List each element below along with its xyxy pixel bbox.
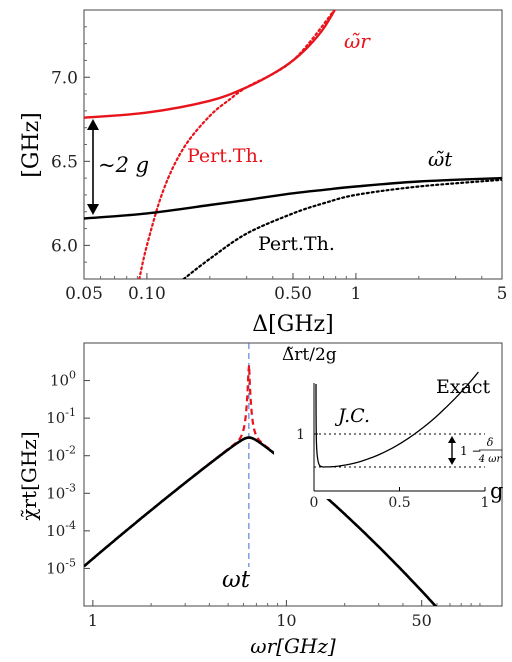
bottom-y-tick-label: 10-4 [46,519,76,540]
top-chart: 0.05 0.10 0.50 1 5 6.0 6.5 7.0 ~2 g ω̃r ω̃t Per… [19,9,508,337]
inset-x-tick-label: 0 [310,495,319,511]
top-series-3-line [182,178,502,279]
gap-arrow [87,119,99,215]
bottom-y-tick-label: 10-5 [46,556,76,577]
bottom-x-tick-label: 50 [412,611,432,630]
inset-y-tick-label: 1 [296,427,305,443]
bottom-y-axis-label: χ̃rt[GHz] [17,431,41,520]
bottom-y-tick-label: 10-1 [46,406,76,427]
inset-y-label: Δ̃rt/2g [282,345,337,365]
pert-black-label: Pert.Th. [258,233,335,255]
top-x-tick-label: 1 [351,284,362,304]
pert-red-label: Pert.Th. [187,145,264,167]
bottom-x-tick-label: 10 [276,611,296,630]
top-series-0-line [84,10,337,119]
inset-chart: 0 0.5 1 1 1 − δ 4 ωr J.C. Exact Δ̃rt/2g g [274,344,503,511]
inset-jc-label: J.C. [334,405,370,427]
inset-x-tick-label: 1 [481,495,490,511]
top-y-tick-label: 7.0 [51,68,78,88]
inset-bracket-numerator: δ [487,436,494,449]
top-x-tick-label: 0.05 [65,284,103,304]
omega-r-label: ω̃r [344,29,371,53]
top-x-tick-label: 0.10 [128,284,166,304]
inset-exact-label: Exact [436,376,491,398]
inset-x-tick-label: 0.5 [388,495,410,511]
top-axis-ticks: 0.05 0.10 0.50 1 5 6.0 6.5 7.0 [51,26,508,304]
inset-exact-curve [315,371,479,468]
top-y-tick-label: 6.0 [51,236,78,256]
omega-t-label: ω̃t [428,147,453,171]
top-x-tick-label: 0.50 [274,284,312,304]
top-series-1-line [138,10,336,279]
bottom-x-axis-label: ωr[GHz] [250,634,336,658]
inset-bracket-arrow [448,436,456,465]
inset-bracket-denominator: 4 ωr [478,454,503,465]
inset-bracket-prefix: 1 − [460,444,482,458]
bottom-y-tick-label: 10-3 [46,481,76,502]
top-y-tick-label: 6.5 [51,152,78,172]
inset-background [274,344,501,499]
gap-label: ~2 g [98,153,149,177]
bottom-x-tick-label: 1 [88,611,98,630]
inset-x-label: g [490,479,503,503]
top-series-group [84,10,502,279]
inset-axis-ticks: 0 0.5 1 1 [296,427,489,511]
top-y-axis-label: [GHz] [19,112,44,178]
top-series-2-line [84,176,502,220]
top-x-axis-label: Δ[GHz] [252,312,333,337]
top-x-tick-label: 5 [497,284,508,304]
omega-t-resonance-label: ωt [222,567,251,593]
bottom-plot-frame [83,342,503,607]
bottom-y-tick-label: 100 [50,369,76,390]
bottom-y-tick-label: 10-2 [46,444,76,465]
